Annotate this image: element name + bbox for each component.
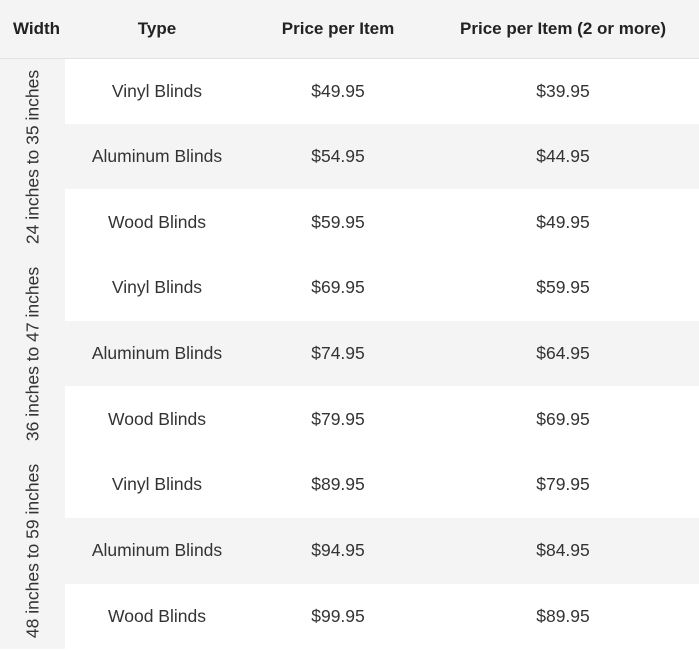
type-cell: Wood Blinds [108,211,206,232]
price-bulk-cell: $69.95 [536,408,590,429]
price-cell: $79.95 [311,408,365,429]
header-row: Width Type Price per Item Price per Item… [0,0,699,58]
type-cell: Vinyl Blinds [111,277,203,298]
price-cell: $69.95 [311,277,365,298]
price-cell: $94.95 [249,517,427,584]
table-row: 24 inches to 35 inches Vinyl Blinds $49.… [0,58,699,256]
price-cell: $99.95 [311,605,365,626]
table-row: Wood Blinds $59.95 $49.95 [0,189,699,255]
type-cell: Aluminum Blinds [65,123,249,190]
price-bulk-cell: $44.95 [427,123,699,190]
table-row: Aluminum Blinds $74.95 $64.95 [0,320,699,387]
table-row: Wood Blinds $99.95 $89.95 [0,584,699,650]
header-width: Width [13,18,61,38]
table-row: 36 inches to 47 inches Vinyl Blinds $69.… [0,255,699,453]
price-cell: $49.95 [311,80,365,101]
table-row: Wood Blinds $79.95 $69.95 [0,386,699,452]
type-cell: Vinyl Blinds [111,80,203,101]
price-cell: $89.95 [311,474,365,495]
width-group-3: 48 inches to 59 inches [0,452,65,650]
price-bulk-cell: $84.95 [427,517,699,584]
table-body: 24 inches to 35 inches Vinyl Blinds $49.… [0,58,699,650]
price-cell: $74.95 [249,320,427,387]
width-group-label: 48 inches to 59 inches [22,463,42,638]
price-bulk-cell: $39.95 [536,80,590,101]
width-group-2: 36 inches to 47 inches [0,255,65,453]
price-bulk-cell: $79.95 [536,474,590,495]
type-cell: Wood Blinds [108,408,206,429]
header-price-bulk: Price per Item (2 or more) [460,18,666,38]
price-bulk-cell: $59.95 [536,277,590,298]
width-group-label: 36 inches to 47 inches [22,266,42,441]
table-row: Aluminum Blinds $54.95 $44.95 [0,123,699,190]
header-price: Price per Item [281,18,395,38]
price-cell: $59.95 [311,211,365,232]
price-bulk-cell: $64.95 [427,320,699,387]
type-cell: Aluminum Blinds [65,320,249,387]
width-group-label: 24 inches to 35 inches [22,69,42,244]
header-type: Type [137,18,177,38]
type-cell: Vinyl Blinds [111,474,203,495]
table-header: Width Type Price per Item Price per Item… [0,0,699,58]
type-cell: Aluminum Blinds [65,517,249,584]
price-bulk-cell: $89.95 [536,605,590,626]
price-bulk-cell: $49.95 [536,211,590,232]
table-row: Aluminum Blinds $94.95 $84.95 [0,517,699,584]
type-cell: Wood Blinds [108,605,206,626]
table-row: 48 inches to 59 inches Vinyl Blinds $89.… [0,452,699,650]
price-cell: $54.95 [249,123,427,190]
width-group-1: 24 inches to 35 inches [0,58,65,256]
